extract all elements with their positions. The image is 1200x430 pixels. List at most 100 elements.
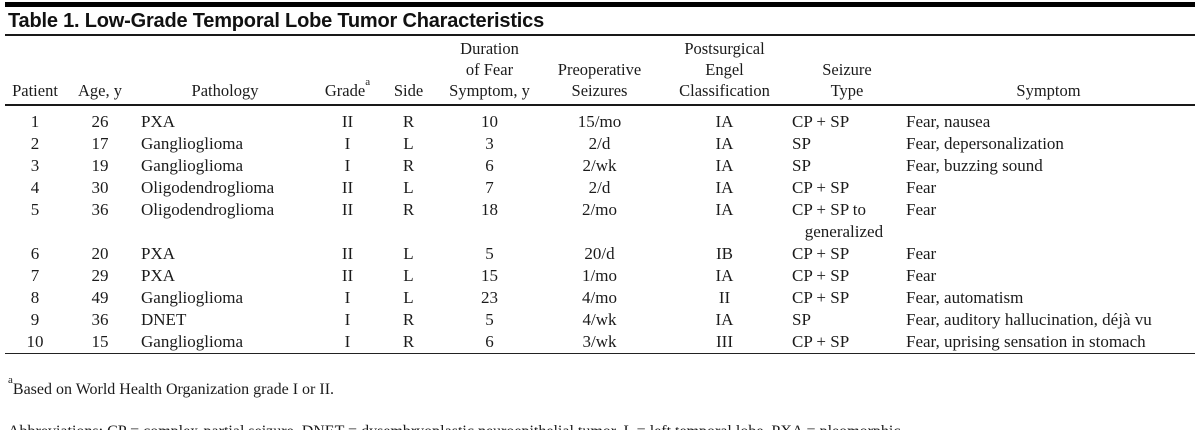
table-row: 7 29 PXA II L 15 1/mo IA CP + SP Fear (5, 265, 1195, 287)
cell-side: R (402, 332, 415, 351)
cell-pathology: DNET (141, 310, 187, 329)
cell-symptom: Fear, auditory hallucination, déjà vu (906, 310, 1152, 329)
cell-patient: 1 (30, 112, 40, 131)
cell-preop: 3/wk (582, 332, 617, 351)
cell-symptom: Fear (906, 200, 937, 219)
cell-side: R (402, 310, 415, 329)
cell-pathology: Ganglioglioma (141, 288, 243, 307)
cell-grade: I (344, 288, 351, 307)
table-row: 10 15 Ganglioglioma I R 6 3/wk III CP + … (5, 331, 1195, 354)
cell-patient: 10 (26, 332, 44, 351)
table-body: 1 26 PXA II R 10 15/mo IA CP + SP Fear, … (5, 105, 1195, 354)
cell-seizure: CP + SP (792, 178, 850, 197)
cell-pathology: Ganglioglioma (141, 156, 243, 175)
cell-patient: 9 (30, 310, 40, 329)
cell-preop: 2/wk (582, 156, 617, 175)
cell-seizure: CP + SP (792, 112, 850, 131)
col-header-age: Age, y (65, 36, 135, 106)
cell-grade: I (344, 310, 351, 329)
cell-duration: 6 (485, 332, 494, 351)
cell-patient: 6 (30, 244, 40, 263)
grade-footnote-marker: a (365, 75, 371, 88)
cell-symptom: Fear (906, 266, 937, 285)
cell-seizure: CP + SP (792, 244, 850, 263)
cell-duration: 10 (481, 112, 498, 131)
cell-duration: 5 (485, 244, 494, 263)
cell-seizure: SP (792, 156, 811, 175)
cell-preop: 4/mo (582, 288, 617, 307)
table-row: 4 30 Oligodendroglioma II L 7 2/d IA CP … (5, 177, 1195, 199)
cell-grade: II (341, 200, 354, 219)
cell-age: 20 (91, 244, 109, 263)
cell-age: 29 (91, 266, 109, 285)
col-header-symptom: Symptom (902, 36, 1195, 106)
cell-age: 30 (91, 178, 109, 197)
cell-pathology: PXA (141, 112, 176, 131)
cell-patient: 7 (30, 266, 40, 285)
table-title: Table 1. Low-Grade Temporal Lobe Tumor C… (5, 9, 1195, 36)
cell-symptom: Fear (906, 178, 937, 197)
cell-age: 49 (91, 288, 109, 307)
cell-patient: 3 (30, 156, 40, 175)
cell-age: 19 (91, 156, 109, 175)
cell-duration: 3 (485, 134, 494, 153)
cell-duration: 6 (485, 156, 494, 175)
col-header-preop: Preoperative Seizures (542, 36, 657, 106)
cell-symptom: Fear (906, 244, 937, 263)
cell-duration: 5 (485, 310, 494, 329)
col-header-grade: Gradea (315, 36, 380, 106)
cell-side: L (403, 134, 414, 153)
col-header-seizure: Seizure Type (792, 36, 902, 106)
cell-age: 26 (91, 112, 109, 131)
cell-patient: 2 (30, 134, 40, 153)
cell-grade: II (341, 178, 354, 197)
table-row: 6 20 PXA II L 5 20/d IB CP + SP Fear (5, 243, 1195, 265)
cell-seizure: SP (792, 134, 811, 153)
cell-pathology: PXA (141, 266, 176, 285)
cell-age: 36 (91, 200, 109, 219)
footnote-abbreviations: Abbreviations: CP = complex-partial seiz… (8, 421, 1192, 430)
top-rule-bar (5, 2, 1195, 7)
cell-symptom: Fear, buzzing sound (906, 156, 1043, 175)
cell-pathology: Oligodendroglioma (141, 200, 275, 219)
cell-grade: I (344, 156, 351, 175)
table-row: 2 17 Ganglioglioma I L 3 2/d IA SP Fear,… (5, 133, 1195, 155)
cell-engel: III (716, 332, 733, 351)
cell-symptom: Fear, uprising sensation in stomach (906, 332, 1146, 351)
footnote-a: aBased on World Health Organization grad… (8, 374, 1192, 400)
cell-duration: 23 (481, 288, 498, 307)
table-row: 8 49 Ganglioglioma I L 23 4/mo II CP + S… (5, 287, 1195, 309)
cell-seizure: CP + SP (792, 332, 850, 351)
cell-preop: 20/d (584, 244, 615, 263)
cell-engel: II (718, 288, 731, 307)
cell-duration: 15 (481, 266, 498, 285)
cell-preop: 1/mo (582, 266, 617, 285)
cell-pathology: Oligodendroglioma (141, 178, 275, 197)
table-row: 9 36 DNET I R 5 4/wk IA SP Fear, auditor… (5, 309, 1195, 331)
footnote-a-marker: a (8, 373, 13, 386)
cell-grade: II (341, 112, 354, 131)
cell-duration: 7 (485, 178, 494, 197)
col-header-side: Side (380, 36, 437, 106)
table-row: 5 36 Oligodendroglioma II R 18 2/mo IA C… (5, 199, 1195, 243)
col-header-patient: Patient (5, 36, 65, 106)
cell-preop: 4/wk (582, 310, 617, 329)
cell-grade: I (344, 332, 351, 351)
cell-engel: IA (715, 134, 734, 153)
cell-seizure: SP (792, 310, 811, 329)
cell-age: 36 (91, 310, 109, 329)
cell-engel: IA (715, 310, 734, 329)
cell-preop: 2/d (588, 178, 611, 197)
cell-age: 15 (91, 332, 109, 351)
cell-engel: IA (715, 156, 734, 175)
cell-symptom: Fear, automatism (906, 288, 1024, 307)
header-row: Patient Age, y Pathology Gradea Side Dur… (5, 36, 1195, 106)
cell-engel: IB (716, 244, 733, 263)
table-header: Patient Age, y Pathology Gradea Side Dur… (5, 36, 1195, 106)
cell-preop: 2/d (588, 134, 611, 153)
cell-grade: I (344, 134, 351, 153)
cell-pathology: Ganglioglioma (141, 332, 243, 351)
col-header-pathology: Pathology (135, 36, 315, 106)
cell-side: R (402, 112, 415, 131)
